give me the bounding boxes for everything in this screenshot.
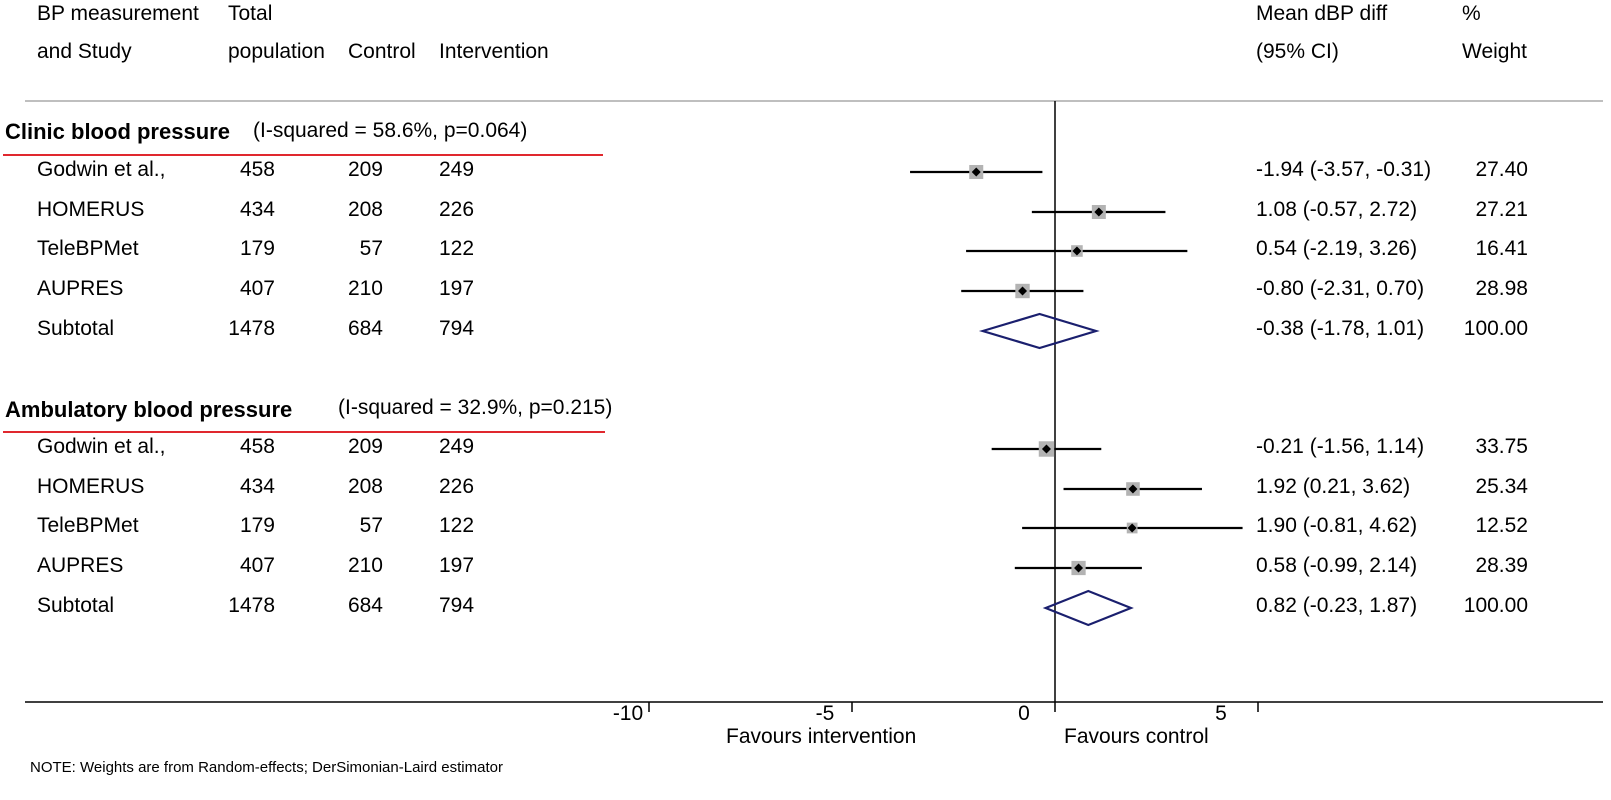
study-total: 179 bbox=[239, 237, 275, 260]
study-weight: 33.75 bbox=[1475, 435, 1528, 458]
header-and-study: and Study bbox=[37, 40, 132, 63]
study-intervention: 226 bbox=[439, 475, 475, 498]
study-total: 407 bbox=[239, 277, 275, 300]
study-control: 210 bbox=[347, 277, 383, 300]
study-total: 407 bbox=[239, 554, 275, 577]
study-name: TeleBPMet bbox=[37, 237, 139, 260]
study-name: Godwin et al., bbox=[37, 158, 166, 181]
subtotal-intervention: 794 bbox=[439, 317, 475, 340]
subtotal-total: 1478 bbox=[228, 317, 275, 340]
subtotal-ci-text: -0.38 (-1.78, 1.01) bbox=[1256, 317, 1425, 340]
point-estimate bbox=[1128, 484, 1138, 494]
study-control: 57 bbox=[359, 237, 383, 260]
subtotal-weight: 100.00 bbox=[1463, 594, 1528, 617]
x-tick-label: -10 bbox=[612, 702, 644, 725]
subtotal-name: Subtotal bbox=[37, 594, 115, 617]
study-intervention: 197 bbox=[439, 554, 475, 577]
study-total: 434 bbox=[239, 475, 275, 498]
study-weight: 27.21 bbox=[1475, 198, 1528, 221]
group-heterogeneity-ambulatory: (I-squared = 32.9%, p=0.215) bbox=[338, 396, 613, 419]
study-intervention: 226 bbox=[439, 198, 475, 221]
study-name: TeleBPMet bbox=[37, 514, 139, 537]
study-intervention: 249 bbox=[439, 158, 475, 181]
study-total: 434 bbox=[239, 198, 275, 221]
study-ci-text: 0.58 (-0.99, 2.14) bbox=[1256, 554, 1418, 577]
header-intervention: Intervention bbox=[439, 40, 549, 63]
study-total: 179 bbox=[239, 514, 275, 537]
study-control: 208 bbox=[347, 475, 383, 498]
study-control: 209 bbox=[347, 158, 383, 181]
subtotal-control: 684 bbox=[347, 317, 383, 340]
study-total: 458 bbox=[239, 435, 275, 458]
point-estimate bbox=[1018, 286, 1028, 296]
favours-intervention-label: Favours intervention bbox=[726, 725, 917, 748]
study-ci-text: 0.54 (-2.19, 3.26) bbox=[1256, 237, 1418, 260]
subtotal-control: 684 bbox=[347, 594, 383, 617]
footnote: NOTE: Weights are from Random-effects; D… bbox=[30, 759, 503, 776]
favours-control-label: Favours control bbox=[1064, 725, 1209, 748]
subtotal-intervention: 794 bbox=[439, 594, 475, 617]
point-estimate bbox=[971, 167, 981, 177]
study-intervention: 249 bbox=[439, 435, 475, 458]
study-ci-text: -0.80 (-2.31, 0.70) bbox=[1256, 277, 1425, 300]
study-ci-text: -0.21 (-1.56, 1.14) bbox=[1256, 435, 1425, 458]
study-weight: 12.52 bbox=[1475, 514, 1528, 537]
study-weight: 16.41 bbox=[1475, 237, 1528, 260]
subtotal-name: Subtotal bbox=[37, 317, 115, 340]
study-name: AUPRES bbox=[37, 554, 124, 577]
point-estimate bbox=[1094, 207, 1104, 217]
study-intervention: 122 bbox=[439, 237, 475, 260]
point-estimate bbox=[1041, 444, 1051, 454]
x-tick-label: 5 bbox=[1215, 702, 1227, 725]
subtotal-diamond bbox=[978, 312, 1100, 350]
study-total: 458 bbox=[239, 158, 275, 181]
point-estimate bbox=[1072, 246, 1082, 256]
header-population: population bbox=[228, 40, 325, 63]
point-estimate bbox=[1074, 563, 1084, 573]
study-name: AUPRES bbox=[37, 277, 124, 300]
study-control: 208 bbox=[347, 198, 383, 221]
study-ci-text: 1.90 (-0.81, 4.62) bbox=[1256, 514, 1418, 537]
study-weight: 25.34 bbox=[1475, 475, 1528, 498]
header-95-ci: (95% CI) bbox=[1256, 40, 1339, 63]
study-intervention: 197 bbox=[439, 277, 475, 300]
x-tick-label: 0 bbox=[1018, 702, 1030, 725]
study-name: Godwin et al., bbox=[37, 435, 166, 458]
study-control: 210 bbox=[347, 554, 383, 577]
study-ci-text: 1.92 (0.21, 3.62) bbox=[1256, 475, 1411, 498]
point-estimate bbox=[1127, 523, 1137, 533]
study-ci-text: 1.08 (-0.57, 2.72) bbox=[1256, 198, 1418, 221]
x-tick-label: -5 bbox=[815, 702, 835, 725]
study-weight: 27.40 bbox=[1475, 158, 1528, 181]
study-weight: 28.39 bbox=[1475, 554, 1528, 577]
header-mean-dbp-diff: Mean dBP diff bbox=[1256, 2, 1388, 25]
study-weight: 28.98 bbox=[1475, 277, 1528, 300]
subtotal-ci-text: 0.82 (-0.23, 1.87) bbox=[1256, 594, 1418, 617]
group-title-clinic: Clinic blood pressure bbox=[5, 119, 230, 144]
header-weight: Weight bbox=[1462, 40, 1527, 63]
study-control: 209 bbox=[347, 435, 383, 458]
header-percent: % bbox=[1462, 2, 1481, 25]
study-name: HOMERUS bbox=[37, 475, 145, 498]
subtotal-diamond bbox=[1042, 589, 1134, 627]
subtotal-total: 1478 bbox=[228, 594, 275, 617]
study-intervention: 122 bbox=[439, 514, 475, 537]
header-control: Control bbox=[348, 40, 416, 63]
study-name: HOMERUS bbox=[37, 198, 145, 221]
study-control: 57 bbox=[359, 514, 383, 537]
subtotal-weight: 100.00 bbox=[1463, 317, 1528, 340]
group-title-ambulatory: Ambulatory blood pressure bbox=[5, 397, 293, 422]
header-bp-measurement: BP measurement bbox=[37, 2, 199, 25]
study-ci-text: -1.94 (-3.57, -0.31) bbox=[1256, 158, 1432, 181]
header-total: Total bbox=[228, 2, 273, 25]
group-heterogeneity-clinic: (I-squared = 58.6%, p=0.064) bbox=[253, 119, 528, 142]
